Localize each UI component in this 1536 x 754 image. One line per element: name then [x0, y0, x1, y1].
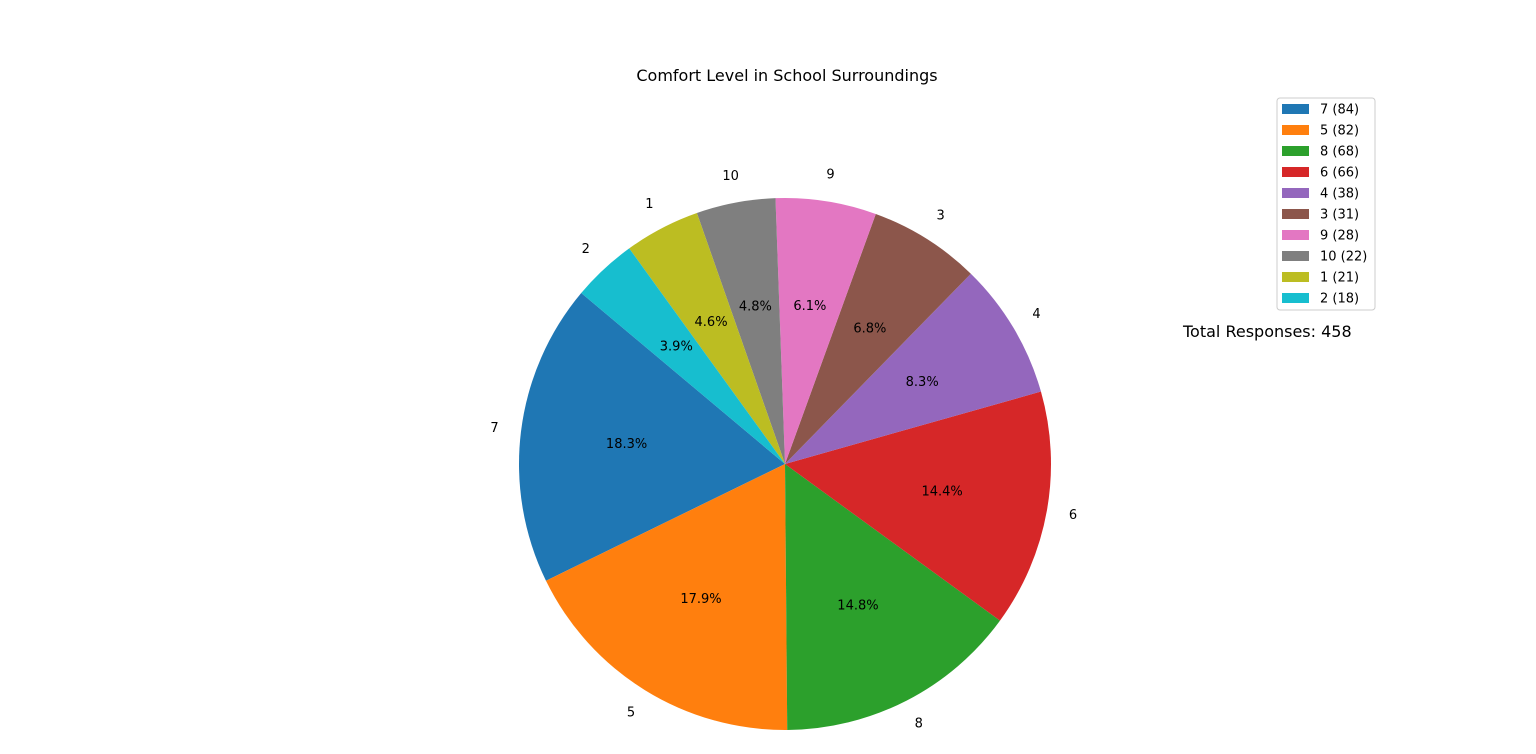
percent-label-4: 8.3%: [906, 375, 939, 390]
legend-swatch-5: [1282, 125, 1309, 135]
category-label-10: 10: [722, 169, 739, 184]
percent-label-8: 14.8%: [837, 598, 878, 613]
category-label-7: 7: [490, 421, 498, 436]
category-label-4: 4: [1032, 307, 1040, 322]
legend-label-2: 2 (18): [1320, 292, 1359, 307]
legend-label-10: 10 (22): [1320, 250, 1367, 265]
legend-swatch-6: [1282, 167, 1309, 177]
percent-labels: 18.3% 17.9% 14.8% 14.4% 8.3% 6.8% 6.1% 4.8% 4.6%…: [606, 299, 963, 614]
pie-slice-9: [775, 197, 876, 464]
legend-label-4: 4 (38): [1320, 187, 1359, 202]
legend-swatch-1: [1282, 272, 1309, 282]
category-label-9: 9: [826, 167, 834, 182]
legend-swatch-10: [1282, 251, 1309, 261]
total-responses-annotation: Total Responses: 458: [1182, 322, 1352, 341]
legend-swatch-2: [1282, 293, 1309, 303]
legend-label-3: 3 (31): [1320, 208, 1359, 223]
pie-slice-5: [545, 464, 788, 730]
category-label-3: 3: [937, 209, 945, 224]
percent-label-7: 18.3%: [606, 437, 647, 452]
legend-swatch-7: [1282, 104, 1309, 114]
pie-slice-10: [696, 198, 785, 464]
percent-label-2: 3.9%: [660, 340, 693, 355]
legend-swatch-9: [1282, 230, 1309, 240]
pie-slice-6: [785, 391, 1052, 621]
pie-slice-1: [629, 213, 785, 464]
legend-label-1: 1 (21): [1320, 271, 1359, 286]
legend-swatch-3: [1282, 209, 1309, 219]
pie-slice-7: [518, 293, 785, 581]
legend-label-9: 9 (28): [1320, 229, 1359, 244]
category-label-5: 5: [627, 705, 635, 720]
category-label-2: 2: [582, 242, 590, 257]
category-label-8: 8: [915, 717, 923, 732]
legend-swatch-8: [1282, 146, 1309, 156]
pie-slices: [518, 197, 1052, 730]
category-label-6: 6: [1069, 508, 1077, 523]
legend-swatch-4: [1282, 188, 1309, 198]
legend: 7 (84) 5 (82) 8 (68) 6 (66) 4 (38) 3 (31) 9 (2…: [1276, 97, 1376, 311]
legend-label-7: 7 (84): [1320, 103, 1359, 118]
percent-label-1: 4.6%: [695, 315, 728, 330]
legend-label-6: 6 (66): [1320, 166, 1359, 181]
category-labels: 7 5 8 6 4 3 9 10 1 2: [490, 167, 1077, 731]
legend-label-5: 5 (82): [1320, 124, 1359, 139]
percent-label-5: 17.9%: [680, 592, 721, 607]
pie-slice-3: [785, 213, 971, 464]
category-label-1: 1: [645, 197, 653, 212]
pie-slice-4: [785, 273, 1041, 464]
pie-slice-8: [785, 464, 1001, 730]
percent-label-6: 14.4%: [921, 485, 962, 500]
pie-slice-2: [581, 248, 785, 464]
legend-label-8: 8 (68): [1320, 145, 1359, 160]
percent-label-9: 6.1%: [793, 299, 826, 314]
chart-title: Comfort Level in School Surroundings: [636, 66, 937, 85]
percent-label-3: 6.8%: [853, 321, 886, 336]
percent-label-10: 4.8%: [739, 300, 772, 315]
